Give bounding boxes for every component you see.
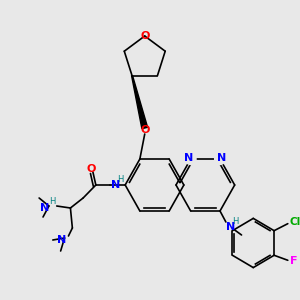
Text: N: N	[184, 153, 193, 163]
Text: H: H	[49, 196, 55, 206]
Text: O: O	[140, 125, 149, 135]
Text: O: O	[140, 31, 149, 41]
Text: O: O	[86, 164, 96, 174]
Circle shape	[214, 154, 225, 164]
Circle shape	[185, 154, 196, 164]
Text: H: H	[117, 176, 124, 184]
Text: Cl: Cl	[289, 217, 300, 227]
Text: H: H	[232, 218, 239, 226]
Text: N: N	[226, 222, 236, 232]
Text: N: N	[57, 235, 66, 245]
Polygon shape	[132, 76, 148, 129]
Text: N: N	[111, 180, 120, 190]
Text: N: N	[40, 203, 50, 213]
Text: N: N	[217, 153, 226, 163]
Text: F: F	[290, 256, 297, 266]
